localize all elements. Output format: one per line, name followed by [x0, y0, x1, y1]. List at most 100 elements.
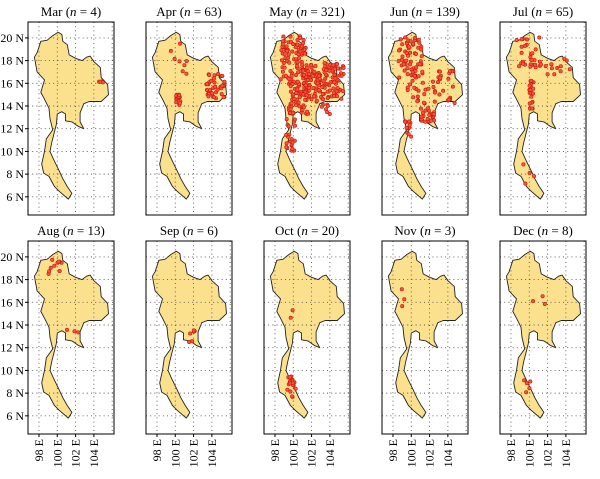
panel-month: Oct — [275, 223, 294, 238]
hotspot-point — [528, 379, 533, 384]
hotspot-point — [334, 89, 339, 94]
hotspot-point — [422, 92, 427, 97]
hotspot-point — [310, 74, 315, 79]
panel-title-paren: ( — [417, 223, 425, 238]
hotspot-point — [529, 57, 534, 62]
hotspot-points — [278, 34, 346, 153]
x-tick-label: 102 E — [423, 439, 437, 467]
hotspot-point — [528, 64, 533, 69]
panel-title: Nov (n = 3) — [394, 223, 455, 238]
hotspot-point — [281, 60, 286, 65]
hotspot-point — [290, 308, 295, 313]
y-tick-label: 10 N — [0, 363, 24, 377]
hotspot-point — [527, 386, 532, 391]
hotspot-point — [558, 69, 563, 74]
hotspot-point — [288, 315, 293, 320]
hotspot-point — [286, 52, 291, 57]
panel-title-close: ) — [456, 4, 460, 19]
hotspot-point — [296, 56, 301, 61]
hotspot-point — [283, 73, 288, 78]
hotspot-point — [288, 89, 293, 94]
hotspot-point — [287, 60, 292, 65]
hotspot-point — [285, 48, 290, 53]
x-tick-label: 104 E — [323, 439, 337, 467]
hotspot-point — [56, 259, 61, 264]
hotspot-point — [420, 80, 425, 85]
hotspot-point — [293, 386, 298, 391]
x-tick-label: 100 E — [168, 439, 182, 467]
hotspot-point — [542, 301, 547, 306]
hotspot-point — [402, 297, 407, 302]
panel-month: Dec — [513, 223, 534, 238]
hotspot-point — [411, 95, 416, 100]
hotspot-point — [177, 93, 182, 98]
hotspot-points — [522, 294, 547, 395]
y-tick-label: 14 N — [0, 318, 24, 332]
hotspot-point — [543, 64, 548, 69]
map-body — [264, 241, 350, 434]
panel-count: 139 — [436, 4, 456, 19]
map-panel-oct: Oct (n = 20) — [263, 223, 351, 435]
hotspot-point — [415, 99, 420, 104]
panel-title-close: ) — [214, 223, 218, 238]
y-tick-label: 10 N — [0, 144, 24, 158]
country-outline — [505, 31, 581, 200]
hotspot-point — [320, 92, 325, 97]
hotspot-point — [293, 102, 298, 107]
x-tick-label: 98 E — [386, 439, 400, 461]
hotspot-point — [292, 117, 297, 122]
hotspot-point — [213, 84, 218, 89]
hotspot-point — [187, 340, 192, 345]
hotspot-point — [100, 80, 105, 85]
panel-title-eq: = — [308, 223, 322, 238]
hotspot-point — [284, 117, 289, 122]
panel-month: Nov — [394, 223, 417, 238]
hotspot-point — [307, 85, 312, 90]
hotspot-point — [406, 132, 411, 137]
hotspot-point — [290, 140, 295, 145]
hotspot-point — [514, 37, 519, 42]
hotspot-point — [304, 93, 309, 98]
graticule — [146, 22, 232, 215]
map-body — [28, 241, 114, 434]
hotspot-point — [417, 40, 422, 45]
panel-n-symbol: n — [184, 4, 191, 19]
hotspot-point — [432, 99, 437, 104]
panel-month: Aug — [37, 223, 60, 238]
hotspot-point — [303, 97, 308, 102]
x-tick-label: 102 E — [541, 439, 555, 467]
hotspot-point — [524, 381, 529, 386]
hotspot-point — [295, 60, 300, 65]
hotspot-points — [285, 308, 298, 399]
y-tick-label: 20 N — [0, 31, 24, 45]
hotspot-point — [555, 65, 560, 70]
hotspot-point — [435, 80, 440, 85]
x-tick-label: 104 E — [441, 439, 455, 467]
hotspot-point — [303, 83, 308, 88]
hotspot-point — [172, 56, 177, 61]
hotspot-point — [327, 88, 332, 93]
y-tick-label: 8 N — [6, 167, 24, 181]
hotspot-point — [207, 72, 212, 77]
panel-frame — [381, 21, 469, 216]
hotspot-point — [519, 50, 524, 55]
map-body — [264, 22, 350, 215]
hotspot-point — [531, 86, 536, 91]
hotspot-point — [448, 68, 453, 73]
hotspot-point — [212, 73, 217, 78]
hotspot-point — [312, 94, 317, 99]
hotspot-point — [520, 61, 525, 66]
map-panel-may: May (n = 321) — [263, 4, 351, 216]
map-body — [500, 22, 586, 215]
panel-title-eq: = — [74, 223, 88, 238]
hotspot-point — [533, 47, 538, 52]
hotspot-point — [216, 71, 221, 76]
hotspot-point — [306, 78, 311, 83]
panel-n-symbol: n — [416, 4, 423, 19]
panel-frame — [499, 240, 587, 435]
hotspot-point — [295, 87, 300, 92]
panel-title: Jul (n = 65) — [513, 4, 573, 19]
panel-frame — [27, 240, 115, 435]
panel-title-close: ) — [340, 4, 344, 19]
panel-month: Sep — [160, 223, 180, 238]
